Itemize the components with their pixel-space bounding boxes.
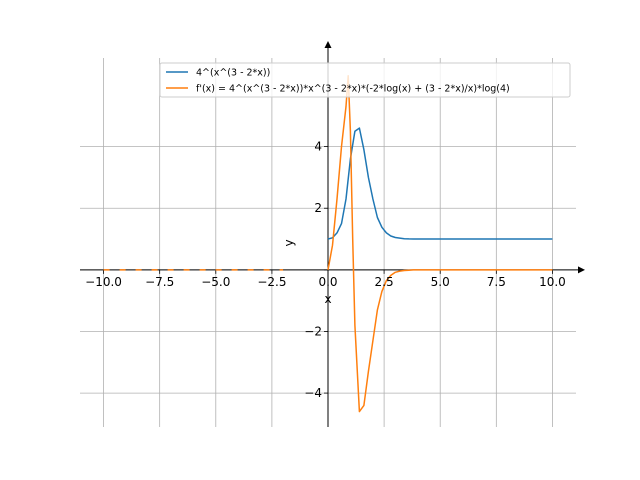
x-tick-label: 7.5 [487,275,506,289]
legend-label-series-2: f'(x) = 4^(x^(3 - 2*x))*x^(3 - 2*x)*(-2*… [196,84,510,95]
x-tick-label: −5.0 [201,275,230,289]
legend: 4^(x^(3 - 2*x)) f'(x) = 4^(x^(3 - 2*x))*… [159,62,571,98]
series-line-1 [327,127,553,240]
legend-box [159,62,571,98]
x-axis-label: x [324,292,331,306]
axes [80,41,585,427]
x-tick-label: 5.0 [431,275,450,289]
y-tick-label: 4 [314,140,322,154]
y-tick-label: −2 [304,324,322,338]
x-tick-label: −7.5 [145,275,174,289]
x-tick-label: −10.0 [85,275,122,289]
y-tick-label: −4 [304,386,322,400]
x-axis-arrow [578,266,585,274]
x-tick-label: 2.5 [375,275,394,289]
tick-labels: −10.0 −7.5 −5.0 −2.5 0.0 2.5 5.0 7.5 10.0 −4 −2 2 4 [85,140,566,401]
x-tick-label: −2.5 [257,275,286,289]
y-axis-label: y [282,239,296,246]
x-tick-label: 10.0 [539,275,566,289]
legend-label-series-1: 4^(x^(3 - 2*x)) [196,68,270,79]
y-axis-arrow [324,41,332,48]
y-tick-label: 2 [314,201,322,215]
x-tick-label: 0.0 [318,275,337,289]
